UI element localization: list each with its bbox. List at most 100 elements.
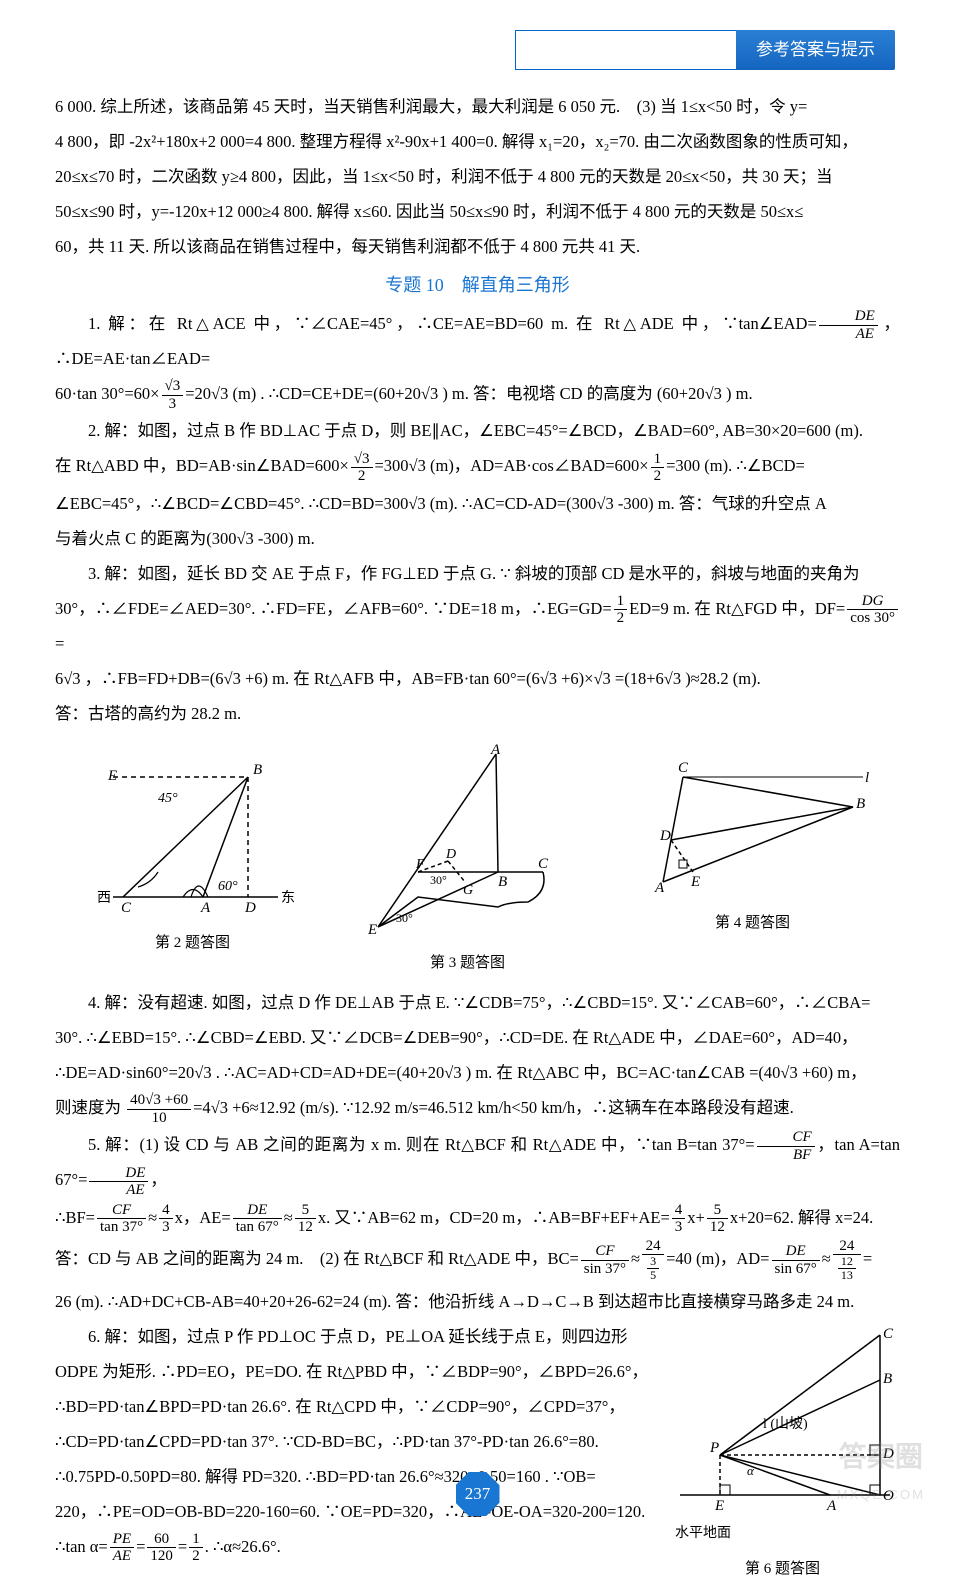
intro-l3: 20≤x≤70 时，二次函数 y≥4 800，因此，当 1≤x<50 时，利润不…: [55, 160, 900, 193]
q5-l1c: ，: [150, 1170, 167, 1189]
q4-l4: 则速度为 40√3 +6010=4√3 +6≈12.92 (m/s). ∵12.…: [55, 1091, 900, 1126]
svg-text:D: D: [244, 900, 256, 916]
topic-title: 专题 10 解直角三角形: [55, 267, 900, 303]
svg-text:A: A: [826, 1498, 837, 1514]
svg-text:B: B: [883, 1371, 892, 1387]
page-number: 237: [456, 1472, 500, 1516]
q5-l2d: ≈: [284, 1208, 293, 1227]
q4-l1: 4. 解：没有超速. 如图，过点 D 作 DE⊥AB 于点 E. ∵∠CDB=7…: [55, 986, 900, 1019]
q5-l2b: ≈: [148, 1208, 157, 1227]
q5-l3c: =40 (m)，AD=: [666, 1249, 769, 1268]
q6-l7: ∴tan α=PEAE=60120=12. ∴α≈26.6°.: [55, 1530, 655, 1565]
q3-l2a: 30°，∴∠FDE=∠AED=30°. ∴FD=FE，∠AFB=60°. ∵DE…: [55, 599, 612, 618]
q5-l2g: x+20=62. 解得 x=24.: [730, 1208, 873, 1227]
svg-text:C: C: [678, 760, 689, 776]
q2-l2: 在 Rt△ABD 中，BD=AB·sin∠BAD=600×√32=300√3 (…: [55, 449, 900, 484]
svg-text:B: B: [856, 796, 865, 812]
diagram-2: 45° 60° E B 西 东 C A D 第 2 题答图: [83, 742, 303, 978]
svg-text:A: A: [200, 900, 211, 916]
svg-text:30°: 30°: [430, 873, 447, 887]
caption-3: 第 3 题答图: [430, 948, 505, 978]
q3-l4: 答：古塔的高约为 28.2 m.: [55, 697, 900, 730]
q2-l2b: =300√3 (m)，AD=AB·cos∠BAD=600×: [375, 456, 649, 475]
page-number-badge: 237: [456, 1472, 500, 1516]
svg-text:G: G: [463, 883, 473, 898]
q5-l4: 26 (m). ∴AD+DC+CB-AB=40+20+26-62=24 (m).…: [55, 1285, 900, 1318]
page-content: 6 000. 综上所述，该商品第 45 天时，当天销售利润最大，最大利润是 6 …: [55, 90, 900, 1584]
q5-l1a: 5. 解：(1) 设 CD 与 AB 之间的距离为 x m. 则在 Rt△BCF…: [88, 1135, 755, 1154]
watermark: 答案圈 MXQE.COM: [837, 1432, 925, 1506]
svg-text:D: D: [445, 847, 456, 862]
q6-l3: ∴BD=PD·tan∠BPD=PD·tan 26.6°. 在 Rt△CPD 中，…: [55, 1390, 655, 1423]
svg-text:E: E: [367, 922, 377, 938]
q6-l7d: . ∴α≈26.6°.: [205, 1537, 281, 1556]
q6-l5: ∴0.75PD-0.50PD=80. 解得 PD=320. ∴BD=PD·tan…: [55, 1460, 655, 1493]
q5-l2f: x+: [687, 1208, 705, 1227]
svg-text:C: C: [883, 1326, 894, 1342]
watermark-bottom: MXQE.COM: [837, 1483, 925, 1506]
q2-l2a: 在 Rt△ABD 中，BD=AB·sin∠BAD=600×: [55, 456, 349, 475]
svg-text:A: A: [654, 880, 665, 896]
svg-text:A: A: [490, 742, 501, 758]
q6-l4: ∴CD=PD·tan∠CPD=PD·tan 37°. ∵CD-BD=BC，∴PD…: [55, 1425, 655, 1458]
q4-l4a: 则速度为: [55, 1098, 125, 1117]
svg-text:东: 东: [281, 890, 295, 906]
header-spacer: [515, 30, 736, 70]
svg-text:E: E: [107, 768, 117, 784]
header-label: 参考答案与提示: [736, 30, 895, 70]
svg-text:西: 西: [97, 891, 111, 906]
q4-l3: ∴DE=AD·sin60°=20√3 . ∴AC=AD+CD=AD+DE=(40…: [55, 1056, 900, 1089]
intro-l5: 60，共 11 天. 所以该商品在销售过程中，每天销售利润都不低于 4 800 …: [55, 230, 900, 263]
q5-l2: ∴BF=CFtan 37°≈43x，AE=DEtan 67°≈512x. 又∵A…: [55, 1201, 900, 1236]
q6-block: 6. 解：如图，过点 P 作 PD⊥OC 于点 D，PE⊥OA 延长线于点 E，…: [55, 1320, 900, 1584]
q3-l3: 6√3 ，∴FB=FD+DB=(6√3 +6) m. 在 Rt△AFB 中，AB…: [55, 662, 900, 695]
q1-l2a: 60·tan 30°=60×: [55, 384, 160, 403]
caption-2: 第 2 题答图: [155, 928, 230, 958]
svg-text:P: P: [709, 1440, 719, 1456]
svg-text:α: α: [747, 1463, 755, 1478]
diagram-4: C B l A D E 第 4 题答图: [633, 742, 873, 978]
diagram-4-svg: C B l A D E: [633, 742, 873, 902]
svg-text:B: B: [498, 874, 507, 890]
svg-text:l (山坡): l (山坡): [763, 1416, 808, 1432]
q6-l7b: =: [136, 1537, 145, 1556]
q5-l2c: x，AE=: [175, 1208, 231, 1227]
svg-text:E: E: [714, 1498, 724, 1514]
q6-l1: 6. 解：如图，过点 P 作 PD⊥OC 于点 D，PE⊥OA 延长线于点 E，…: [55, 1320, 655, 1353]
q1-l1: 1. 解：在 Rt△ACE 中，∵∠CAE=45°，∴CE=AE=BD=60 m…: [55, 307, 900, 375]
q1-l2: 60·tan 30°=60×√33=20√3 (m) . ∴CD=CE+DE=(…: [55, 377, 900, 412]
q5-l3a: 答：CD 与 AB 之间的距离为 24 m. (2) 在 Rt△BCF 和 Rt…: [55, 1249, 579, 1268]
q6-l7a: ∴tan α=: [55, 1537, 108, 1556]
q1-l2b: =20√3 (m) . ∴CD=CE+DE=(60+20√3 ) m. 答：电视…: [185, 384, 752, 403]
svg-text:60°: 60°: [218, 879, 238, 894]
fig6-label2: 水平地面: [675, 1520, 731, 1548]
q2-l4: 与着火点 C 的距离为(300√3 -300) m.: [55, 522, 900, 555]
diagram-3-svg: A D C F B G E 30° 30°: [358, 742, 578, 942]
svg-text:E: E: [690, 874, 700, 890]
q5-l2a: ∴BF=: [55, 1208, 95, 1227]
intro-l1: 6 000. 综上所述，该商品第 45 天时，当天销售利润最大，最大利润是 6 …: [55, 90, 900, 123]
svg-text:45°: 45°: [158, 791, 178, 806]
q2-l2c: =300 (m). ∴∠BCD=: [666, 456, 805, 475]
q2-l3: ∠EBC=45°，∴∠BCD=∠CBD=45°. ∴CD=BD=300√3 (m…: [55, 487, 900, 520]
svg-text:C: C: [121, 900, 132, 916]
svg-text:D: D: [659, 828, 671, 844]
q5-l2e: x. 又∵AB=62 m，CD=20 m，∴AB=BF+EF+AE=: [318, 1208, 670, 1227]
svg-text:l: l: [865, 770, 869, 786]
watermark-top: 答案圈: [837, 1432, 925, 1482]
q6-l2: ODPE 为矩形. ∴PD=EO，PE=DO. 在 Rt△PBD 中，∵∠BDP…: [55, 1355, 655, 1388]
q5-l3b: ≈: [631, 1249, 640, 1268]
q6-l6: 220，∴PE=OD=OB-BD=220-160=60. ∵OE=PD=320，…: [55, 1495, 655, 1528]
q4-l2: 30°. ∴∠EBD=15°. ∴∠CBD=∠EBD. 又∵∠DCB=∠DEB=…: [55, 1021, 900, 1054]
q2-l1: 2. 解：如图，过点 B 作 BD⊥AC 于点 D，则 BE∥AC，∠EBC=4…: [55, 414, 900, 447]
q4-l4b: =4√3 +6≈12.92 (m/s). ∵12.92 m/s=46.512 k…: [193, 1098, 794, 1117]
q5-l3: 答：CD 与 AB 之间的距离为 24 m. (2) 在 Rt△BCF 和 Rt…: [55, 1238, 900, 1283]
q5-l1: 5. 解：(1) 设 CD 与 AB 之间的距离为 x m. 则在 Rt△BCF…: [55, 1128, 900, 1198]
caption-6: 第 6 题答图: [665, 1554, 900, 1584]
q6-l7c: =: [178, 1537, 187, 1556]
intro-l2: 4 800，即 -2x²+180x+2 000=4 800. 整理方程得 x²-…: [55, 125, 900, 158]
diagram-2-svg: 45° 60° E B 西 东 C A D: [83, 742, 303, 922]
q3-l2: 30°，∴∠FDE=∠AED=30°. ∴FD=FE，∠AFB=60°. ∵DE…: [55, 592, 900, 660]
intro-l4: 50≤x≤90 时，y=-120x+12 000≥4 800. 解得 x≤60.…: [55, 195, 900, 228]
q1-prefix: 1. 解：在 Rt△ACE 中，∵∠CAE=45°，∴CE=AE=BD=60 m…: [88, 314, 817, 333]
